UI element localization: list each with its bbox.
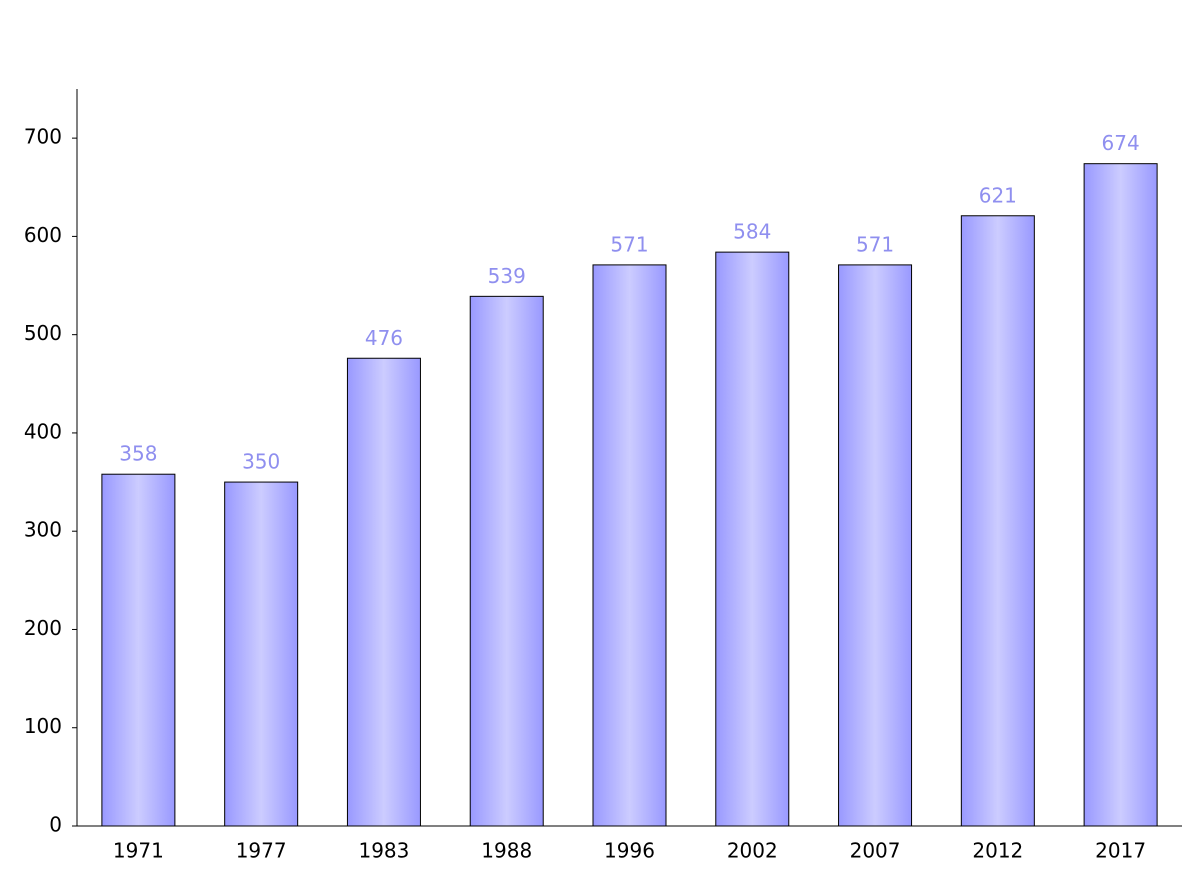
bar xyxy=(715,251,790,827)
y-tick-label: 500 xyxy=(24,321,62,345)
bar xyxy=(101,473,176,827)
x-tick-label: 2017 xyxy=(1095,839,1146,863)
value-label: 358 xyxy=(119,442,157,466)
y-tick-label: 0 xyxy=(49,813,62,837)
x-tick-label: 2007 xyxy=(850,839,901,863)
y-tick-label: 200 xyxy=(24,616,62,640)
x-tick-label: 1971 xyxy=(113,839,164,863)
y-tick-label: 300 xyxy=(24,518,62,542)
y-tick-label: 700 xyxy=(24,125,62,149)
x-tick-label: 1977 xyxy=(236,839,287,863)
value-label: 350 xyxy=(242,450,280,474)
value-label: 621 xyxy=(979,183,1017,207)
bar xyxy=(469,295,544,827)
x-tick-label: 1983 xyxy=(358,839,409,863)
value-label: 674 xyxy=(1102,131,1140,155)
bar xyxy=(960,215,1035,827)
y-tick-label: 100 xyxy=(24,714,62,738)
bar xyxy=(224,481,299,827)
y-tick-label: 400 xyxy=(24,419,62,443)
x-tick-label: 2002 xyxy=(727,839,778,863)
x-tick-label: 1988 xyxy=(481,839,532,863)
y-tick-label: 600 xyxy=(24,223,62,247)
bar xyxy=(346,357,421,827)
x-tick-label: 2012 xyxy=(972,839,1023,863)
bar xyxy=(1083,163,1158,827)
value-label: 476 xyxy=(365,326,403,350)
bar xyxy=(592,264,667,827)
value-label: 571 xyxy=(610,232,648,256)
x-tick-label: 1996 xyxy=(604,839,655,863)
value-label: 571 xyxy=(856,232,894,256)
bar xyxy=(838,264,913,827)
value-label: 584 xyxy=(733,220,771,244)
value-label: 539 xyxy=(488,264,526,288)
